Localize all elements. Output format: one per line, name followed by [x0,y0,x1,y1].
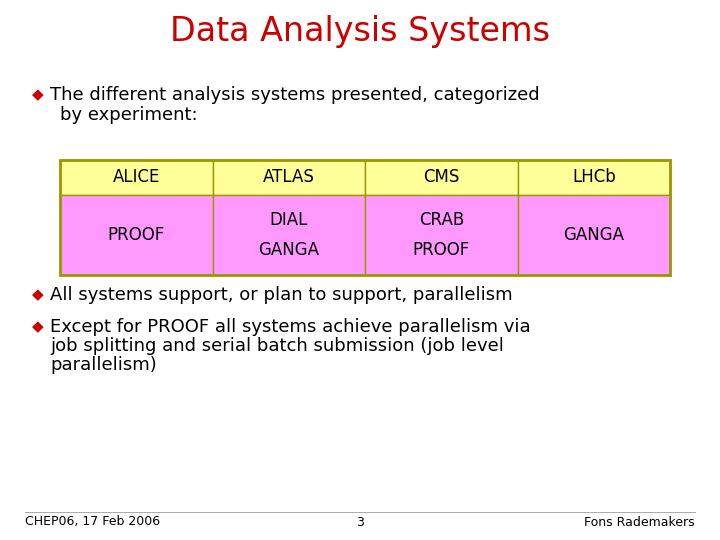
Text: LHCb: LHCb [572,168,616,186]
Text: 3: 3 [356,516,364,529]
Bar [60,160,670,275]
Text: parallelism): parallelism) [50,356,157,374]
Text: job splitting and serial batch submission (job level: job splitting and serial batch submissio… [50,337,504,355]
Text: GANGA: GANGA [563,226,624,244]
Bar [365,160,518,195]
Text: CMS: CMS [423,168,459,186]
Text: by experiment:: by experiment: [60,106,197,124]
Text: ATLAS: ATLAS [263,168,315,186]
Text: Fons Rademakers: Fons Rademakers [585,516,695,529]
Bar [365,195,518,275]
Text: CRAB
PROOF: CRAB PROOF [413,211,470,259]
Text: PROOF: PROOF [107,226,165,244]
Bar [212,160,365,195]
Bar [518,160,670,195]
Text: ALICE: ALICE [112,168,160,186]
Text: ◆: ◆ [32,320,44,334]
Bar [60,195,212,275]
Text: ◆: ◆ [32,287,44,302]
Text: DIAL
GANGA: DIAL GANGA [258,211,319,259]
Text: All systems support, or plan to support, parallelism: All systems support, or plan to support,… [50,286,513,304]
Bar [212,195,365,275]
Text: ◆: ◆ [32,87,44,103]
Bar [60,160,212,195]
Text: CHEP06, 17 Feb 2006: CHEP06, 17 Feb 2006 [25,516,160,529]
Bar [518,195,670,275]
Text: Data Analysis Systems: Data Analysis Systems [170,16,550,49]
Text: The different analysis systems presented, categorized: The different analysis systems presented… [50,86,539,104]
Text: Except for PROOF all systems achieve parallelism via: Except for PROOF all systems achieve par… [50,318,531,336]
